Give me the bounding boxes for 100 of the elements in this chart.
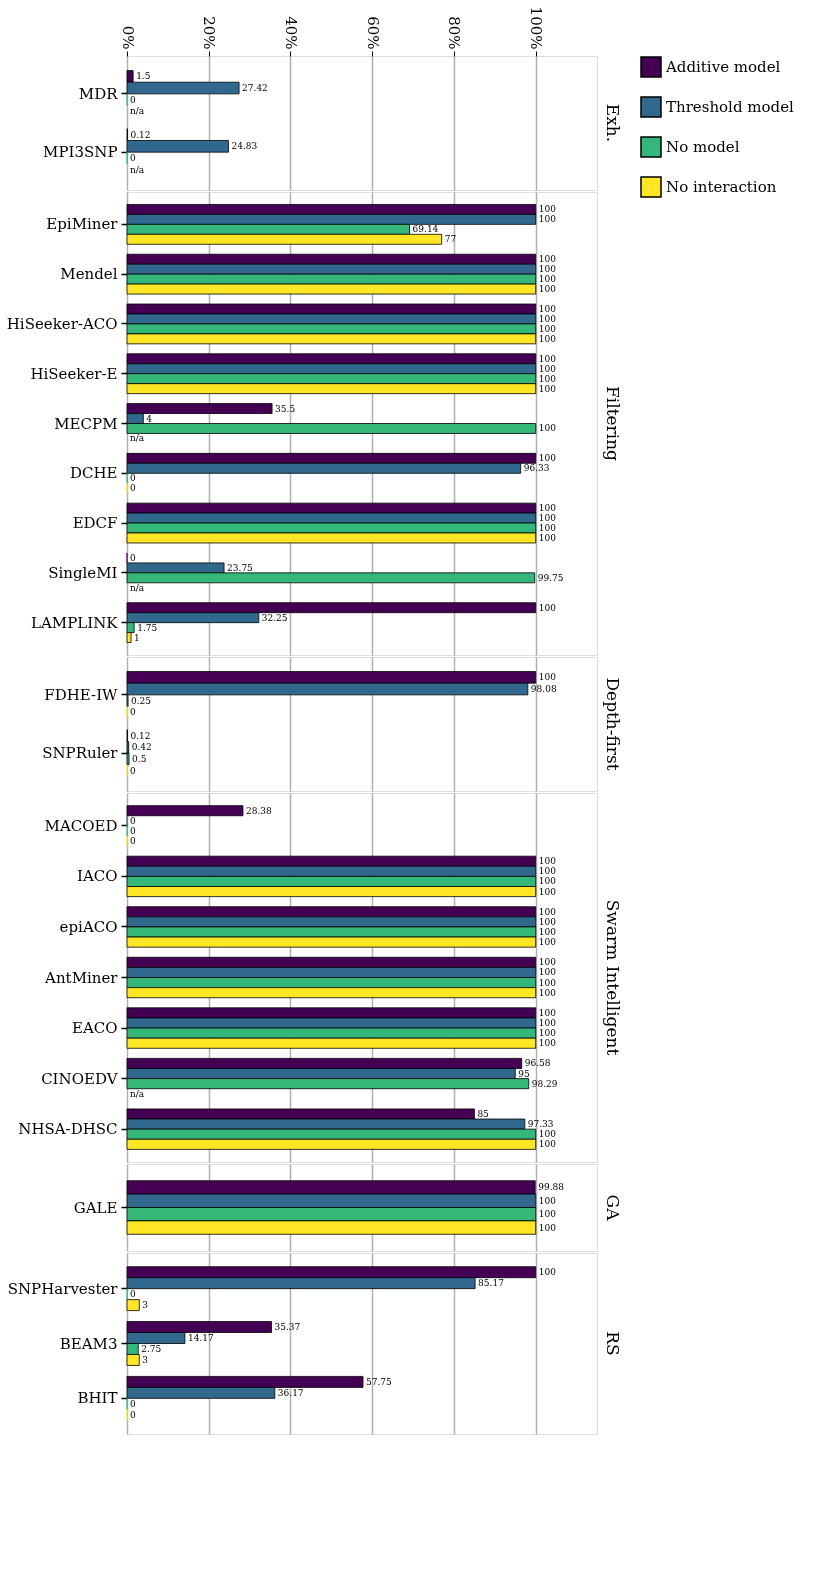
- y-tick-label: SingleMI: [48, 563, 118, 582]
- text: Depth-first: [603, 677, 623, 771]
- data-label: 1.75: [137, 622, 158, 633]
- data-label: 100: [538, 1267, 557, 1278]
- data-label: 100: [538, 254, 557, 265]
- data-label: 69.14: [412, 224, 439, 235]
- data-label: 100: [538, 672, 557, 683]
- data-label: 100: [538, 264, 557, 275]
- x-tick-label: 100%: [527, 6, 546, 50]
- y-tick-label: BHIT: [77, 1389, 118, 1408]
- data-label: 100: [538, 1129, 557, 1140]
- data-label: 100: [538, 1195, 557, 1206]
- data-label: 100: [538, 967, 557, 978]
- data-label: 100: [538, 602, 557, 613]
- text: n/a: [130, 1088, 145, 1099]
- data-label: 0.12: [130, 129, 151, 140]
- data-label: 100: [538, 1139, 557, 1150]
- y-tick-label: LAMPLINK: [31, 613, 119, 632]
- data-label: 0: [130, 815, 136, 826]
- data-label: 100: [538, 916, 557, 927]
- data-label: 100: [538, 284, 557, 295]
- y-tick-label: SNPHarvester: [7, 1279, 119, 1298]
- data-label: 100: [538, 1038, 557, 1049]
- data-label: 100: [538, 383, 557, 394]
- y-tick-label: MECPM: [54, 414, 118, 433]
- text: n/a: [130, 164, 145, 175]
- data-label: 77: [444, 234, 457, 245]
- y-tick-label: GALE: [73, 1198, 118, 1217]
- data-label: 100: [538, 423, 557, 434]
- data-label: 0.5: [132, 753, 147, 764]
- data-label: 100: [538, 856, 557, 867]
- data-label: 100: [538, 523, 557, 534]
- data-label: 100: [538, 503, 557, 514]
- data-label: 85.17: [478, 1278, 505, 1289]
- y-tick-label: FDHE-IW: [44, 685, 119, 704]
- data-label: 100: [538, 1209, 557, 1220]
- data-label: 23.75: [227, 562, 254, 573]
- data-label: 100: [538, 886, 557, 897]
- data-label: 0: [130, 825, 136, 836]
- text: Swarm Intelligent: [603, 899, 623, 1056]
- data-label: 0: [130, 836, 136, 847]
- legend-label: Threshold model: [666, 98, 794, 116]
- legend-label: Additive model: [665, 58, 781, 76]
- y-tick-label: Mendel: [60, 265, 118, 284]
- data-label: 0: [130, 707, 136, 718]
- text: n/a: [130, 433, 145, 444]
- data-label: 100: [538, 1222, 557, 1233]
- y-tick-label: SNPRuler: [42, 744, 119, 763]
- data-label: 35.37: [274, 1322, 301, 1333]
- y-tick-label: DCHE: [69, 464, 118, 483]
- text: n/a: [130, 582, 145, 593]
- data-label: 100: [538, 333, 557, 344]
- data-label: 0: [130, 552, 136, 563]
- data-label: 0: [130, 1289, 136, 1300]
- x-tick-label: 0%: [118, 25, 137, 50]
- data-label: 57.75: [366, 1376, 393, 1387]
- data-label: 24.83: [231, 141, 258, 152]
- data-label: 99.88: [538, 1182, 565, 1193]
- data-label: 100: [538, 323, 557, 334]
- y-tick-label: EDCF: [72, 514, 118, 533]
- legend-label: No interaction: [666, 178, 777, 196]
- data-label: 100: [538, 303, 557, 314]
- data-label: 99.75: [537, 572, 564, 583]
- data-label: 100: [538, 927, 557, 938]
- data-label: 1.5: [136, 71, 151, 82]
- x-tick-label: 80%: [445, 16, 464, 50]
- data-label: 0: [130, 765, 136, 776]
- data-label: 97.33: [527, 1119, 554, 1130]
- data-label: 4: [146, 413, 153, 424]
- data-label: 100: [538, 1017, 557, 1028]
- y-tick-label: HiSeeker-ACO: [6, 314, 118, 333]
- data-label: 100: [538, 313, 557, 324]
- y-tick-label: AntMiner: [44, 968, 119, 987]
- data-label: 14.17: [187, 1333, 214, 1344]
- data-label: 100: [538, 353, 557, 364]
- data-label: 100: [538, 453, 557, 464]
- data-label: 100: [538, 274, 557, 285]
- data-label: 100: [538, 373, 557, 384]
- data-label: 1: [134, 632, 140, 643]
- data-label: 100: [538, 876, 557, 887]
- data-label: 0: [130, 1409, 136, 1420]
- data-label: 0: [130, 473, 136, 484]
- text: n/a: [130, 106, 145, 117]
- data-label: 96.33: [523, 463, 550, 474]
- data-label: 100: [538, 977, 557, 988]
- data-label: 28.38: [245, 805, 273, 816]
- data-label: 100: [538, 987, 557, 998]
- y-tick-label: MDR: [78, 84, 119, 103]
- y-tick-label: IACO: [76, 867, 118, 886]
- data-label: 27.42: [242, 83, 268, 94]
- data-label: 0: [130, 483, 136, 494]
- y-tick-label: CINOEDV: [41, 1069, 119, 1088]
- y-tick-label: MPI3SNP: [43, 143, 118, 162]
- data-label: 3: [142, 1300, 149, 1311]
- data-label: 96.58: [524, 1058, 551, 1069]
- text: GA: [603, 1194, 623, 1222]
- data-label: 100: [538, 533, 557, 544]
- data-label: 0: [130, 152, 136, 163]
- data-label: 100: [538, 513, 557, 524]
- x-tick-label: 20%: [200, 16, 219, 50]
